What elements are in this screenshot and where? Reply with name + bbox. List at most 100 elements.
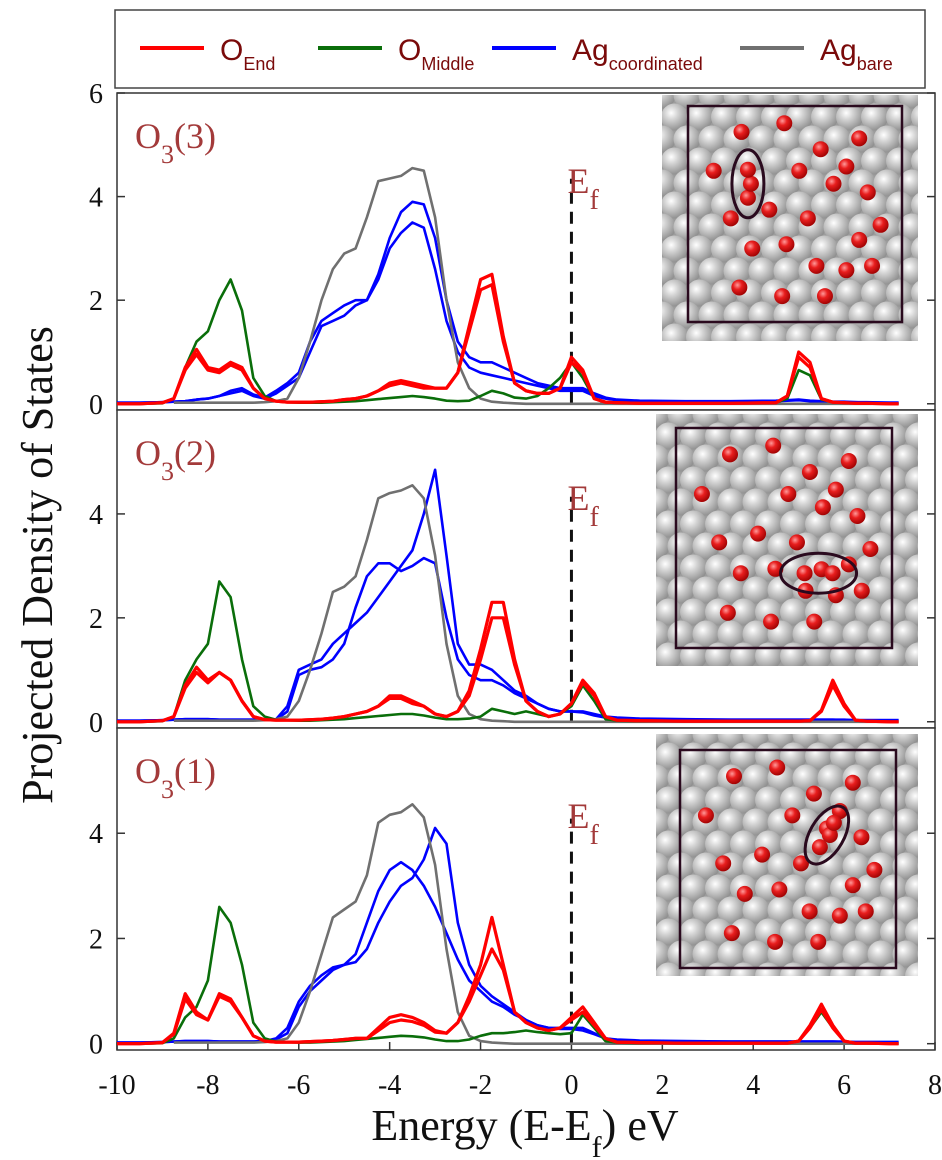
x-tick-label: 8	[928, 1070, 942, 1101]
ag-atom	[656, 808, 670, 836]
ag-atom	[917, 414, 918, 418]
ag-atom	[917, 774, 918, 782]
ag-atom	[656, 576, 670, 604]
ag-atom	[861, 147, 888, 175]
ag-atom	[905, 918, 918, 946]
ag-atom	[861, 235, 888, 263]
ag-atom	[880, 642, 907, 666]
o-atom	[801, 464, 818, 480]
ag-atom	[748, 213, 776, 241]
ag-atom	[786, 103, 813, 131]
ag-atom	[742, 940, 770, 968]
y-tick-label: 0	[89, 1030, 103, 1061]
x-tick-label: 0	[564, 1070, 578, 1101]
ag-atom	[830, 918, 857, 946]
x-tick-label: -8	[196, 1070, 219, 1101]
ozone-ring	[730, 148, 766, 220]
ag-atom	[911, 149, 918, 173]
cell-frame	[678, 748, 898, 970]
ag-atom	[717, 576, 745, 604]
legend-label: Agcoordinated	[572, 34, 703, 74]
ag-atom	[836, 191, 863, 219]
ag-atom	[805, 642, 832, 666]
cell-frame	[674, 426, 894, 650]
ag-atom	[880, 918, 907, 946]
ag-atom	[711, 235, 738, 263]
legend-name: O	[220, 34, 243, 67]
x-tick-label: -6	[287, 1070, 310, 1101]
ag-atom	[656, 830, 682, 858]
ag-atom	[905, 830, 918, 858]
ag-atom	[711, 323, 738, 341]
ozone-atom	[742, 175, 759, 192]
o-atom	[722, 210, 739, 227]
ag-atom	[811, 323, 838, 341]
ag-atom	[686, 147, 713, 175]
x-axis-label-tail: ) eV	[602, 1101, 679, 1150]
ag-atom	[880, 554, 907, 582]
x-tick-label: 2	[655, 1070, 669, 1101]
ag-atom	[705, 918, 732, 946]
o-atom	[806, 613, 823, 630]
ag-atom	[823, 213, 851, 241]
ag-atom	[705, 962, 732, 976]
ag-atom	[811, 235, 838, 263]
ag-atom	[742, 576, 770, 604]
fermi-label: Ef	[567, 161, 599, 216]
o-atom	[838, 262, 855, 279]
ag-atom	[662, 103, 688, 131]
x-tick-label: 6	[837, 1070, 851, 1101]
ag-atom	[656, 962, 682, 976]
ag-atom	[792, 764, 820, 792]
o-atom	[805, 785, 822, 802]
ag-atom	[867, 808, 895, 836]
x-axis-label-main: Energy (E-E	[371, 1101, 591, 1150]
ag-atom	[905, 510, 918, 538]
ag-atom	[905, 962, 918, 976]
ag-atom	[767, 852, 795, 880]
ag-atom	[917, 498, 918, 506]
ag-atom	[873, 257, 901, 285]
ag-atom	[911, 325, 918, 341]
o-atom	[767, 933, 784, 950]
ag-atom	[911, 237, 918, 261]
ag-atom	[667, 620, 695, 648]
ag-atom	[936, 280, 942, 307]
ag-atom	[711, 279, 738, 307]
ag-atom	[855, 962, 882, 976]
ag-atom	[830, 598, 857, 626]
y-tick-label: 0	[89, 390, 103, 421]
ag-atom	[842, 620, 870, 648]
legend-sub: coordinated	[609, 54, 703, 74]
ag-atom	[667, 488, 695, 516]
o-atom	[853, 582, 870, 599]
ag-atom	[917, 734, 918, 738]
x-axis-label-sub: f	[592, 1131, 602, 1160]
ag-atom	[886, 323, 913, 341]
o-atom	[761, 201, 778, 218]
ag-atom	[656, 874, 682, 902]
ag-atom	[873, 169, 901, 197]
o-atom	[711, 534, 728, 551]
ag-atom	[773, 257, 801, 285]
ag-atom	[748, 257, 776, 285]
ag-atom	[705, 830, 732, 858]
ag-atom	[892, 444, 918, 472]
fermi-label: Ef	[567, 478, 599, 533]
panel-label-tail: (3)	[174, 116, 216, 156]
ag-atom	[717, 808, 745, 836]
structure-inset	[662, 95, 942, 341]
o-atom	[808, 257, 825, 274]
ag-atom	[805, 874, 832, 902]
ag-atom	[861, 323, 888, 341]
ag-atom	[936, 236, 942, 263]
ag-atom	[880, 962, 907, 976]
ag-atom	[855, 466, 882, 494]
ag-atom	[917, 586, 918, 594]
ag-atom	[811, 103, 838, 131]
structure-inset	[656, 414, 918, 666]
o-atom	[849, 508, 866, 524]
legend-sub: Middle	[421, 54, 474, 74]
ag-atom	[836, 323, 863, 341]
ag-atom	[730, 786, 757, 814]
